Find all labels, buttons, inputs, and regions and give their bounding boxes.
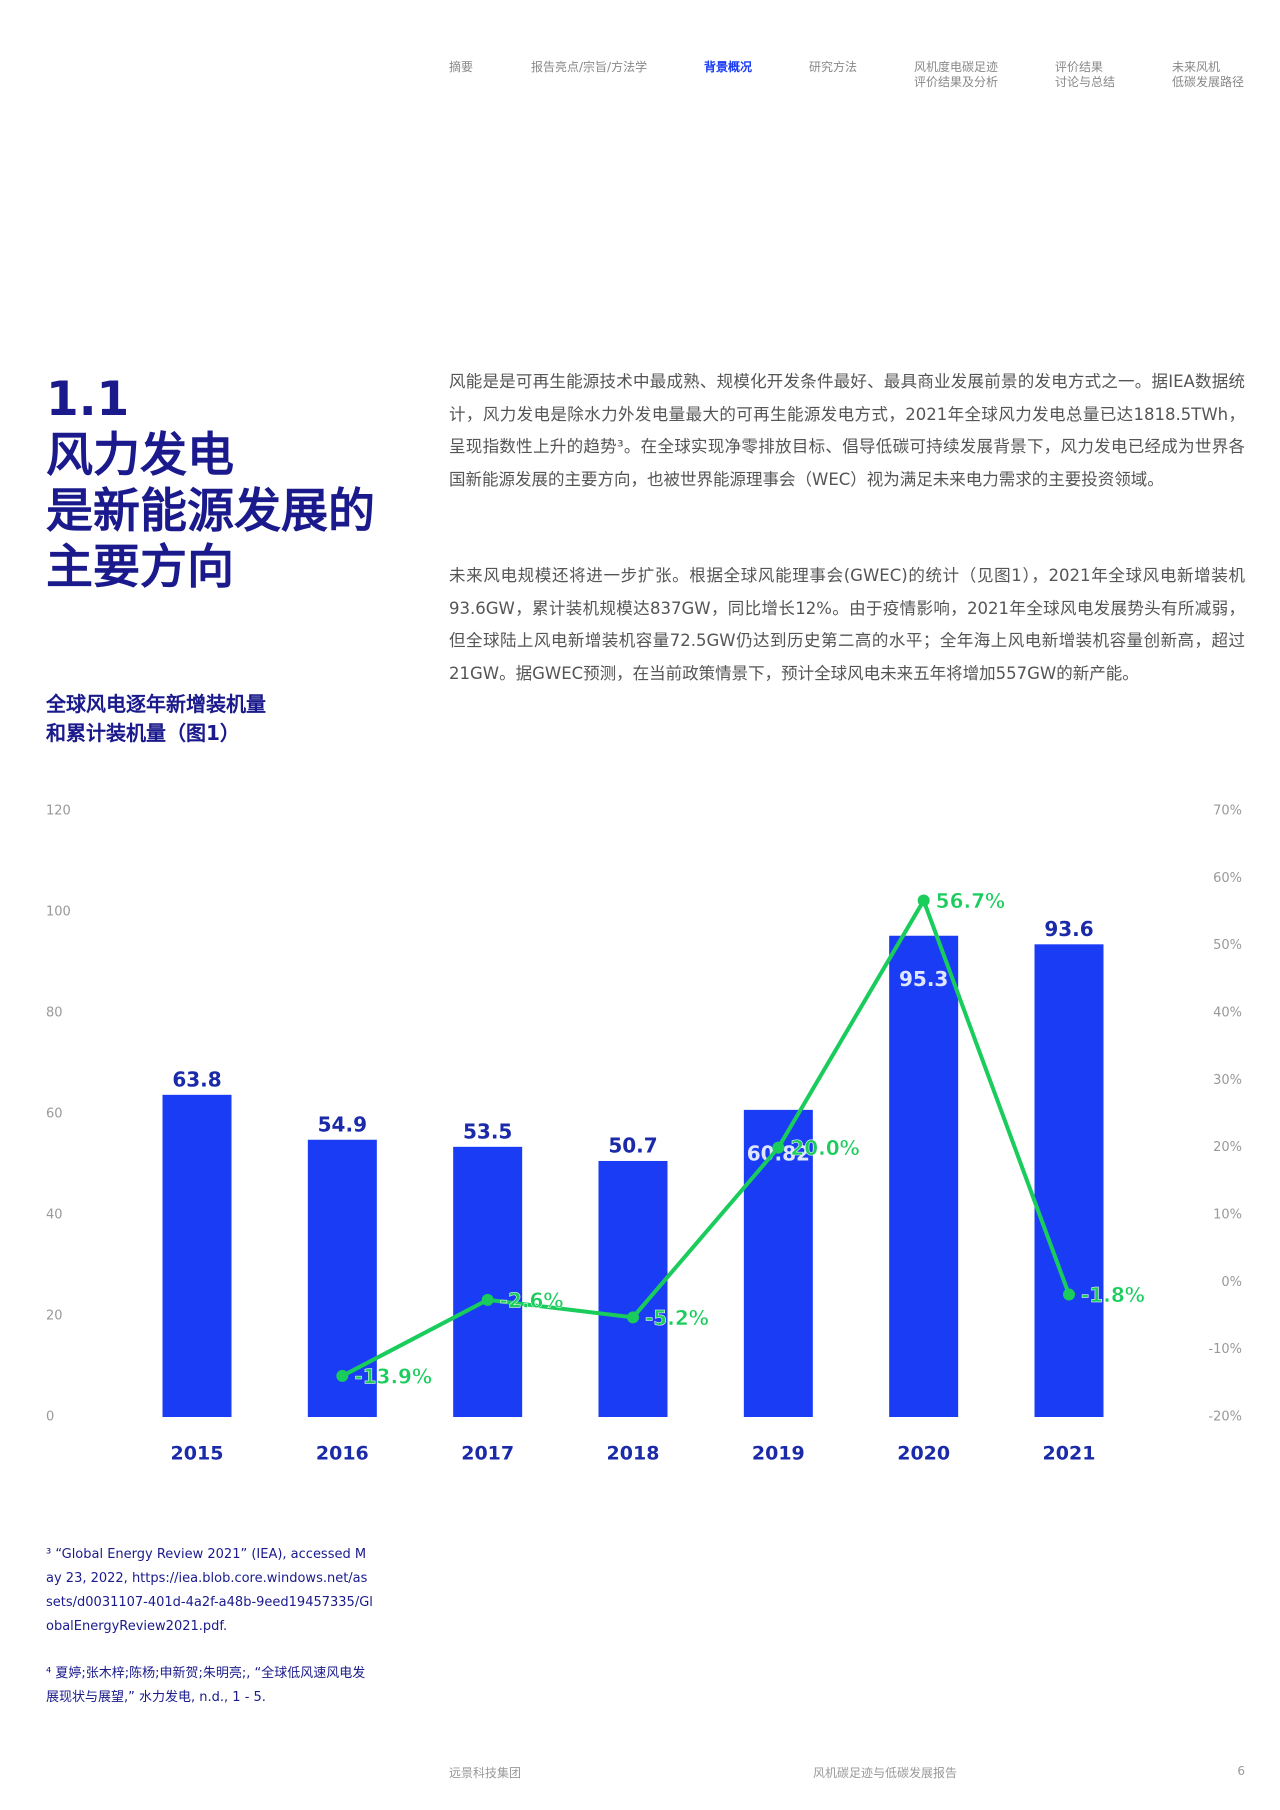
growth-label: -13.9% (354, 1364, 432, 1388)
chart-title: 全球风电逐年新增装机量 和累计装机量（图1） (46, 692, 266, 745)
y2-tick-label: -20% (1208, 1410, 1242, 1425)
growth-label: 56.7% (936, 889, 1005, 913)
footnote: ³ “Global Energy Review 2021” (IEA), acc… (46, 1547, 373, 1634)
bar-label: 63.8 (172, 1067, 221, 1091)
nav-item[interactable]: 未来风机 低碳发展路径 (1172, 60, 1245, 89)
x-tick-label: 2021 (1043, 1443, 1096, 1465)
bar-label: 53.5 (463, 1119, 512, 1143)
x-tick-label: 2015 (171, 1443, 224, 1465)
page-number: 6 (1237, 1764, 1245, 1778)
x-tick-label: 2020 (897, 1443, 950, 1465)
nav-item[interactable]: 研究方法 (809, 60, 858, 74)
nav-item[interactable]: 摘要 (449, 60, 474, 74)
footer-center: 风机碳足迹与低碳发展报告 (813, 1766, 958, 1780)
bar-label: 50.7 (608, 1133, 657, 1157)
bar (1034, 944, 1104, 1417)
growth-line (341, 895, 1071, 1378)
growth-label: -2.6% (500, 1288, 564, 1312)
y-tick-label: 120 (46, 804, 71, 819)
growth-point (627, 1311, 639, 1324)
paragraph: 风能是是可再生能源技术中最成熟、规模化开发条件最好、最具商业发展前景的发电方式之… (449, 372, 1245, 489)
chart: 0 20 40 60 80 100 120 -20% -10% 0% 10% 20% 30% 40% 50%… (46, 804, 1242, 1465)
bar-label: 93.6 (1044, 917, 1093, 941)
growth-point (481, 1293, 494, 1306)
bar-label: 54.9 (318, 1112, 367, 1136)
y2-tick-label: 70% (1213, 804, 1242, 819)
y-tick-label: 80 (46, 1006, 63, 1021)
x-tick-label: 2018 (607, 1443, 660, 1465)
bar (453, 1146, 523, 1417)
nav-item[interactable]: 风机度电碳足迹 评价结果及分析 (914, 60, 999, 89)
growth-point (917, 894, 930, 907)
y2-tick-label: 0% (1221, 1275, 1242, 1290)
y-tick-label: 40 (46, 1208, 63, 1223)
bar (162, 1094, 232, 1417)
y-tick-label: 60 (46, 1107, 63, 1122)
y2-tick-label: 10% (1213, 1208, 1242, 1223)
growth-label: -5.2% (645, 1306, 709, 1330)
growth-point (1063, 1288, 1075, 1301)
paragraph: 未来风电规模还将进一步扩张。根据全球风能理事会(GWEC)的统计（见图1），20… (449, 566, 1245, 683)
nav-item[interactable]: 报告亮点/宗旨/方法学 (531, 60, 648, 74)
growth-point (336, 1369, 349, 1382)
y2-tick-label: -10% (1208, 1342, 1242, 1357)
nav-item[interactable]: 背景概况 (704, 60, 753, 74)
bar (743, 1109, 813, 1417)
footer-left: 远景科技集团 (449, 1766, 522, 1780)
y-tick-label: 100 (46, 905, 71, 920)
growth-point (772, 1141, 785, 1154)
nav-item[interactable]: 评价结果 讨论与总结 (1055, 60, 1116, 89)
footnote: ⁴ 夏婷;张木梓;陈杨;申新贺;朱明亮;, “全球低风速风电发展现状与展望,” … (46, 1666, 366, 1705)
y2-tick-label: 40% (1213, 1006, 1242, 1021)
y2-tick-label: 20% (1213, 1140, 1242, 1155)
growth-label: 20.0% (790, 1136, 859, 1160)
heading: 1.1 风力发电 是新能源发展的 主要方向 (46, 372, 375, 595)
y2-tick-label: 30% (1213, 1073, 1242, 1088)
y2-tick-label: 50% (1213, 938, 1242, 953)
y-tick-label: 0 (46, 1410, 54, 1425)
y2-tick-label: 60% (1213, 871, 1242, 886)
x-tick-label: 2017 (461, 1443, 514, 1465)
bar (889, 935, 959, 1417)
bar-label: 95.3 (899, 967, 948, 991)
x-tick-label: 2019 (752, 1443, 805, 1465)
y-tick-label: 20 (46, 1309, 63, 1324)
growth-label: -1.8% (1081, 1283, 1145, 1307)
x-tick-label: 2016 (316, 1443, 369, 1465)
